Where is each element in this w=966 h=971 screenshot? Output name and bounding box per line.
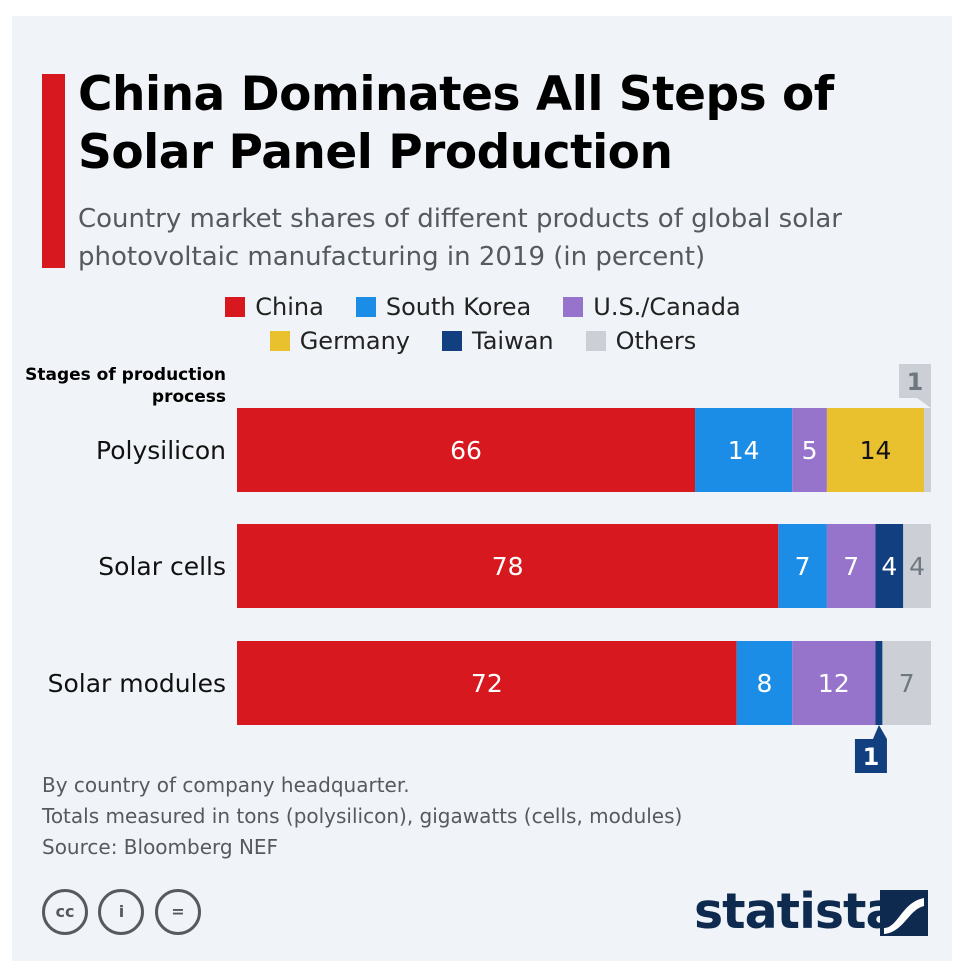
legend-swatch — [355, 297, 376, 317]
bar-solar-modules-taiwan — [875, 641, 883, 725]
legend-swatch — [442, 331, 463, 351]
bar-polysilicon-u-s-canada — [792, 408, 827, 492]
bar-solar-modules-china — [237, 641, 737, 725]
bar-solar-modules-others — [882, 641, 931, 725]
data-label-polysilicon-others: 1 — [907, 368, 924, 396]
data-label-solar-cells-others: 4 — [909, 552, 925, 581]
data-label-polysilicon-germany: 14 — [860, 436, 892, 465]
data-label-solar-cells-south-korea: 7 — [795, 552, 811, 581]
callout-box — [854, 739, 887, 773]
title-accent-bar — [42, 74, 65, 268]
license-icons: cc i = — [42, 889, 207, 935]
data-label-polysilicon-china: 66 — [450, 436, 482, 465]
legend-swatch — [225, 297, 246, 317]
callout-solar-modules-taiwan: 1 — [854, 725, 887, 773]
bar-solar-cells-others — [903, 524, 931, 608]
legend: China South Korea U.S./Canada — [0, 293, 966, 321]
data-label-polysilicon-u-s-canada: 5 — [802, 436, 818, 465]
bar-solar-cells-u-s-canada — [826, 524, 876, 608]
chart-subtitle: Country market shares of different produ… — [78, 204, 842, 272]
legend-swatch — [563, 297, 584, 317]
callout-box — [899, 364, 931, 398]
bar-polysilicon-others — [924, 408, 931, 492]
legend-item-us-canada: U.S./Canada — [563, 293, 741, 321]
bar-solar-cells-taiwan — [875, 524, 904, 608]
data-label-solar-cells-china: 78 — [492, 552, 524, 581]
attribution-icon[interactable]: i — [98, 889, 145, 935]
legend-label: Taiwan — [472, 327, 554, 355]
data-label-solar-modules-south-korea: 8 — [756, 669, 772, 698]
note-units: Totals measured in tons (polysilicon), g… — [42, 804, 683, 828]
legend-swatch — [269, 331, 290, 351]
source-note: Source: Bloomberg NEF — [42, 835, 279, 859]
legend-row-2: Germany Taiwan Others — [0, 327, 966, 355]
axis-header: Stages of production process — [25, 365, 226, 407]
bar-solar-cells-south-korea — [778, 524, 827, 608]
legend-item-south-korea: South Korea — [355, 293, 532, 321]
data-label-solar-cells-taiwan: 4 — [881, 552, 897, 581]
data-label-solar-modules-others: 7 — [899, 669, 915, 698]
chart-title: China Dominates All Steps of Solar Panel… — [78, 67, 834, 180]
legend-item-china: China — [225, 293, 324, 321]
logo-mark-icon — [880, 890, 928, 936]
category-label-solar-modules: Solar modules — [48, 669, 226, 698]
footnotes: By country of company headquarter. Total… — [42, 770, 682, 863]
cc-icon[interactable]: cc — [42, 889, 88, 935]
legend-label: Germany — [299, 327, 411, 355]
legend-item-taiwan: Taiwan — [442, 327, 554, 355]
callout-pointer — [917, 398, 931, 408]
data-label-solar-cells-u-s-canada: 7 — [843, 552, 859, 581]
no-derivatives-icon[interactable]: = — [154, 889, 201, 935]
data-label-solar-modules-u-s-canada: 12 — [818, 669, 850, 698]
bar-solar-cells-china — [237, 524, 779, 608]
data-label-solar-modules-china: 72 — [471, 669, 503, 698]
category-label-solar-cells: Solar cells — [98, 552, 226, 581]
note-headquarter: By country of company headquarter. — [42, 773, 410, 797]
legend-item-others: Others — [585, 327, 697, 355]
bar-polysilicon-germany — [826, 408, 925, 492]
bar-solar-modules-south-korea — [736, 641, 793, 725]
bar-polysilicon-china — [237, 408, 696, 492]
legend-swatch — [585, 331, 606, 351]
callout-polysilicon-others: 1 — [899, 364, 931, 408]
legend-label: South Korea — [385, 293, 532, 321]
legend-label: U.S./Canada — [593, 293, 741, 321]
legend-label: China — [255, 293, 324, 321]
category-label-polysilicon: Polysilicon — [96, 436, 226, 465]
bar-solar-modules-u-s-canada — [792, 641, 876, 725]
legend-item-germany: Germany — [269, 327, 411, 355]
data-label-solar-modules-taiwan: 1 — [863, 743, 880, 771]
legend-label: Others — [615, 327, 697, 355]
callout-pointer — [872, 725, 887, 739]
logo-text: statista — [694, 883, 899, 940]
data-label-polysilicon-south-korea: 14 — [728, 436, 760, 465]
bar-polysilicon-south-korea — [695, 408, 793, 492]
